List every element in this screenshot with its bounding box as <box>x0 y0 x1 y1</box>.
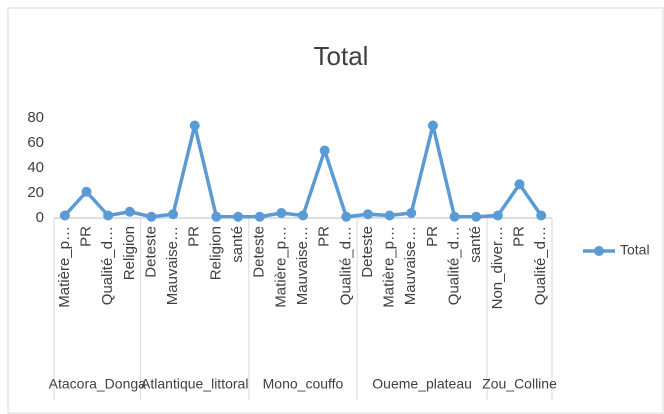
x-tick-label: Qualité_d… <box>532 226 549 305</box>
y-tick-label: 0 <box>36 209 44 226</box>
y-tick-label: 80 <box>27 109 44 126</box>
group-label: Atacora_Donga <box>49 376 147 392</box>
x-tick-label: Religion <box>207 226 224 280</box>
x-tick-label: Mauvaise… <box>402 226 419 305</box>
x-tick-label: PR <box>316 226 333 247</box>
x-tick-label: Qualité_d… <box>446 226 463 305</box>
marker <box>276 208 287 218</box>
marker <box>59 210 70 221</box>
y-tick-label: 60 <box>27 134 44 151</box>
x-tick-label: santé <box>229 226 246 263</box>
group-label: Atlantique_littoral <box>141 376 248 392</box>
x-tick-label: PR <box>424 226 441 247</box>
marker <box>341 211 352 222</box>
marker <box>384 210 395 221</box>
marker <box>298 210 308 221</box>
x-tick-label: Matière_p… <box>272 226 289 308</box>
marker <box>319 145 330 156</box>
marker <box>471 211 482 222</box>
marker <box>124 206 135 217</box>
marker <box>536 210 547 221</box>
x-tick-label: santé <box>467 226 484 263</box>
legend-label: Total <box>620 242 650 258</box>
x-tick-label: Matière_p… <box>381 226 398 308</box>
x-tick-label: PR <box>77 226 94 247</box>
marker <box>81 186 92 197</box>
x-tick-label: Qualité_d… <box>337 226 354 305</box>
x-tick-label: PR <box>186 226 203 247</box>
x-tick-label: Deteste <box>359 226 376 278</box>
marker <box>168 209 179 220</box>
group-label: Oueme_plateau <box>372 376 472 392</box>
marker <box>406 208 417 218</box>
x-tick-label: Mauvaise… <box>294 226 311 305</box>
x-tick-label: PR <box>510 226 527 247</box>
marker <box>146 211 157 222</box>
marker <box>211 211 222 222</box>
marker <box>362 209 373 220</box>
x-tick-label: Mauvaise… <box>164 226 181 305</box>
group-label: Zou_Colline <box>482 376 557 392</box>
legend-marker <box>594 246 604 256</box>
marker <box>514 179 525 190</box>
x-tick-label: Non_diver… <box>489 226 506 309</box>
x-tick-label: Deteste <box>142 226 159 278</box>
y-tick-label: 20 <box>27 184 44 201</box>
marker <box>427 120 438 131</box>
chart-title: Total <box>314 41 369 71</box>
x-tick-label: Qualité_d… <box>99 226 116 305</box>
marker <box>449 211 460 222</box>
marker <box>492 210 503 221</box>
chart-frame <box>7 7 664 414</box>
x-tick-label: Religion <box>121 226 138 280</box>
marker <box>189 120 200 131</box>
marker <box>233 211 244 222</box>
x-tick-label: Deteste <box>251 226 268 278</box>
marker <box>254 211 265 222</box>
y-tick-label: 40 <box>27 159 44 176</box>
group-label: Mono_couffo <box>263 376 344 392</box>
x-tick-label: Matière_p… <box>56 226 73 308</box>
marker <box>103 210 114 221</box>
